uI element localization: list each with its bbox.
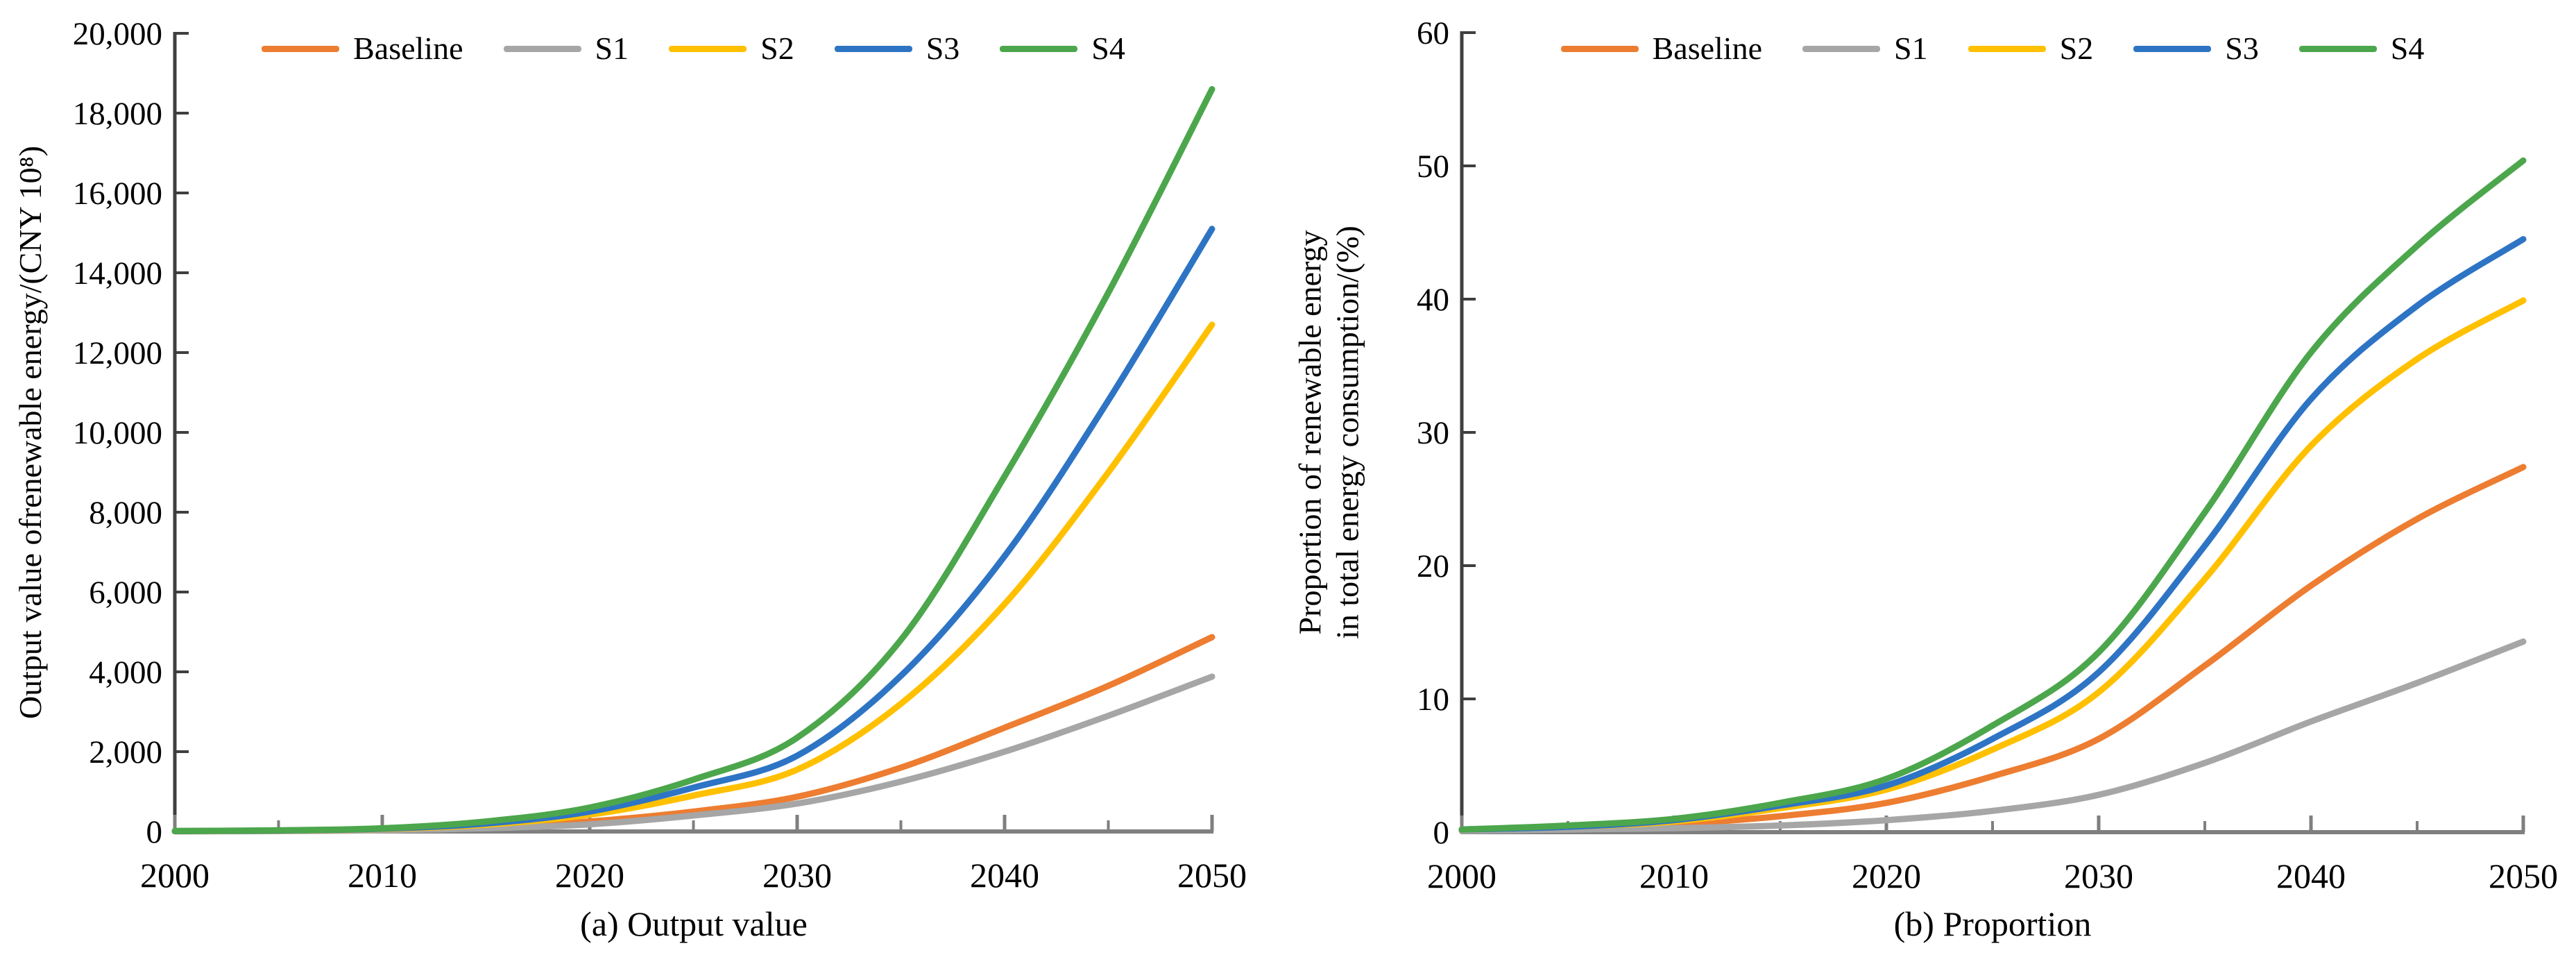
legend-item-s4: S4	[2298, 31, 2425, 66]
legend-label: S1	[1894, 31, 1928, 66]
legend-label: S3	[926, 31, 960, 66]
y-axis-title-panel-b: Proportion of renewable energy in total …	[1292, 226, 1365, 639]
legend-label: S4	[2390, 31, 2425, 66]
legend-swatch-s3	[2133, 45, 2212, 52]
y-tick-label: 30	[1417, 415, 1449, 451]
legend-label: S1	[595, 31, 629, 66]
x-tick-label: 2040	[2276, 856, 2346, 895]
panel-a: 0 2,000 4,000 6,000 8,000 10,000 12,000 14,000 1…	[73, 16, 1247, 895]
x-tick-label: 2000	[140, 856, 210, 895]
series-line-s2	[171, 321, 1216, 834]
y-tick-label: 12,000	[73, 335, 162, 371]
legend-label: S3	[2225, 31, 2259, 66]
y-tick-label: 4,000	[89, 654, 162, 691]
x-axis: 2000 2010 2020 2030 2040 2050	[1427, 816, 2558, 895]
legend-swatch-baseline	[1560, 45, 1639, 52]
legend-item-s2: S2	[1968, 31, 2094, 66]
x-tick-label: 2000	[1427, 856, 1496, 895]
x-tick-label: 2020	[1852, 856, 1921, 895]
legend-label: Baseline	[353, 31, 463, 66]
legend-item-baseline: Baseline	[262, 33, 463, 65]
chart-caption-panel-b: (b) Proportion	[1893, 904, 2092, 943]
y-tick-label: 50	[1417, 149, 1449, 185]
legend-item-s2: S2	[669, 33, 794, 65]
y-tick-label: 0	[1433, 815, 1450, 851]
x-tick-label: 2030	[762, 856, 832, 895]
x-tick-label: 2040	[970, 856, 1039, 895]
legend-swatch-s1	[503, 45, 581, 52]
legend-swatch-baseline	[262, 45, 340, 52]
legend-label: Baseline	[1652, 31, 1763, 66]
legend-panel-b: Baseline S1 S2 S3 S4	[1462, 29, 2523, 68]
x-tick-label: 2050	[2489, 856, 2558, 895]
series-line-s3	[171, 226, 1216, 834]
series-line-s1	[1458, 638, 2527, 834]
y-tick-label: 10	[1417, 682, 1449, 718]
series-line-baseline	[1458, 464, 2527, 834]
x-tick-label: 2010	[1639, 856, 1709, 895]
y-axis: 0 10 20 30 40 50 60	[1417, 15, 1476, 851]
legend-swatch-s2	[669, 45, 747, 52]
legend-swatch-s1	[1802, 45, 1881, 52]
y-tick-label: 18,000	[73, 96, 162, 132]
y-tick-label: 6,000	[89, 575, 162, 611]
legend-swatch-s3	[834, 45, 912, 52]
series-line-s2	[1458, 297, 2527, 833]
legend-label: S4	[1091, 31, 1125, 66]
x-axis: 2000 2010 2020 2030 2040 2050	[140, 815, 1247, 895]
y-tick-label: 0	[146, 814, 163, 850]
y-tick-label: 14,000	[73, 255, 162, 292]
y-tick-label: 16,000	[73, 176, 162, 212]
legend-item-s3: S3	[2133, 33, 2259, 65]
y-tick-label: 60	[1417, 15, 1449, 51]
legend-item-baseline: Baseline	[1560, 31, 1763, 66]
y-tick-label: 20	[1417, 548, 1449, 584]
x-tick-label: 2010	[348, 856, 417, 895]
chart-caption-panel-a: (a) Output value	[580, 904, 808, 943]
legend-swatch-s2	[1968, 45, 2046, 52]
series-line-s4	[171, 86, 1216, 834]
legend-item-s1: S1	[1802, 33, 1928, 65]
legend-swatch-s4	[2298, 45, 2377, 52]
series-line-s4	[1458, 157, 2527, 833]
y-axis-title-panel-a: Output value ofrenewable energy/(CNY 10⁸…	[12, 146, 48, 719]
legend-swatch-s4	[1000, 45, 1078, 52]
series-line-s1	[171, 673, 1216, 835]
y-tick-label: 40	[1417, 282, 1449, 318]
series-line-s3	[1458, 236, 2527, 833]
y-tick-label: 20,000	[73, 16, 162, 52]
legend-item-s3: S3	[834, 31, 960, 66]
legend-panel-a: Baseline S1 S2 S3 S4	[175, 29, 1212, 68]
legend-label: S2	[760, 31, 794, 66]
legend-item-s1: S1	[503, 31, 629, 66]
legend-label: S2	[2059, 31, 2094, 66]
y-tick-label: 8,000	[89, 495, 162, 531]
x-tick-label: 2050	[1177, 856, 1247, 895]
legend-item-s4: S4	[1000, 33, 1125, 65]
x-tick-label: 2030	[2064, 856, 2133, 895]
x-tick-label: 2020	[555, 856, 624, 895]
y-tick-label: 2,000	[89, 734, 162, 770]
y-tick-label: 10,000	[73, 415, 162, 451]
y-axis: 0 2,000 4,000 6,000 8,000 10,000 12,000 14,000 1…	[73, 16, 189, 850]
